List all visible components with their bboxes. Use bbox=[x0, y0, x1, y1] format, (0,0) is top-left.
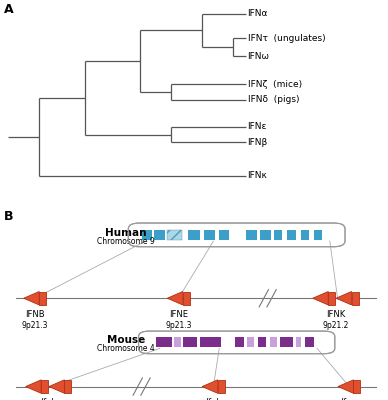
FancyBboxPatch shape bbox=[128, 223, 345, 247]
Text: 9p21.3: 9p21.3 bbox=[22, 321, 48, 330]
Text: IFNα: IFNα bbox=[248, 9, 268, 18]
Bar bbox=[247, 337, 254, 348]
Bar bbox=[305, 337, 314, 348]
Bar bbox=[188, 230, 200, 240]
Bar bbox=[183, 292, 190, 305]
Text: A: A bbox=[4, 3, 14, 16]
Bar bbox=[182, 337, 197, 348]
Bar bbox=[287, 230, 296, 240]
Polygon shape bbox=[313, 292, 328, 305]
Text: IFNτ  (ungulates): IFNτ (ungulates) bbox=[248, 34, 325, 43]
Bar bbox=[328, 292, 335, 305]
Bar bbox=[352, 292, 359, 305]
Text: IFNK: IFNK bbox=[326, 310, 345, 319]
Bar bbox=[154, 230, 165, 240]
Polygon shape bbox=[202, 380, 218, 393]
Text: 9p21.2: 9p21.2 bbox=[322, 321, 349, 330]
Text: IFNδ  (pigs): IFNδ (pigs) bbox=[248, 95, 299, 104]
Bar bbox=[258, 337, 266, 348]
Bar bbox=[260, 230, 271, 240]
Bar bbox=[274, 230, 282, 240]
Polygon shape bbox=[167, 292, 183, 305]
Bar bbox=[246, 230, 257, 240]
Bar bbox=[219, 230, 229, 240]
Text: Chromosome 4: Chromosome 4 bbox=[97, 344, 155, 353]
Text: IFNE: IFNE bbox=[169, 310, 188, 319]
Text: IFNκ: IFNκ bbox=[248, 171, 267, 180]
Bar bbox=[296, 337, 301, 348]
Bar bbox=[218, 380, 225, 393]
Bar bbox=[270, 337, 277, 348]
Bar bbox=[167, 230, 182, 240]
Bar bbox=[39, 292, 46, 305]
Text: IFNζ  (mice): IFNζ (mice) bbox=[248, 80, 301, 89]
Bar bbox=[156, 337, 172, 348]
Polygon shape bbox=[24, 292, 39, 305]
Polygon shape bbox=[336, 292, 352, 305]
Text: Ifnk: Ifnk bbox=[41, 398, 56, 400]
Bar bbox=[235, 230, 242, 240]
Bar bbox=[184, 230, 186, 240]
Bar bbox=[41, 380, 48, 393]
Bar bbox=[314, 230, 322, 240]
Text: Ifnb: Ifnb bbox=[205, 398, 222, 400]
Bar bbox=[353, 380, 360, 393]
Text: 9p21.3: 9p21.3 bbox=[165, 321, 192, 330]
Text: IFNB: IFNB bbox=[25, 310, 45, 319]
Text: IFNβ: IFNβ bbox=[248, 138, 268, 147]
Bar bbox=[301, 230, 309, 240]
Polygon shape bbox=[49, 380, 64, 393]
Bar bbox=[174, 337, 181, 348]
Polygon shape bbox=[26, 380, 41, 393]
Text: Mouse: Mouse bbox=[107, 334, 145, 344]
Text: Human: Human bbox=[106, 228, 147, 238]
Bar bbox=[64, 380, 71, 393]
Bar bbox=[200, 337, 221, 348]
Text: IFNε: IFNε bbox=[248, 122, 267, 131]
Bar bbox=[224, 337, 231, 348]
Text: Ifne: Ifne bbox=[341, 398, 357, 400]
Bar bbox=[235, 337, 244, 348]
Polygon shape bbox=[338, 380, 353, 393]
Text: IFNω: IFNω bbox=[248, 52, 270, 61]
Text: B: B bbox=[4, 210, 13, 223]
Bar bbox=[280, 337, 293, 348]
Bar bbox=[142, 230, 152, 240]
FancyBboxPatch shape bbox=[139, 331, 335, 354]
Text: Chromosome 9: Chromosome 9 bbox=[97, 236, 155, 246]
Bar bbox=[204, 230, 215, 240]
